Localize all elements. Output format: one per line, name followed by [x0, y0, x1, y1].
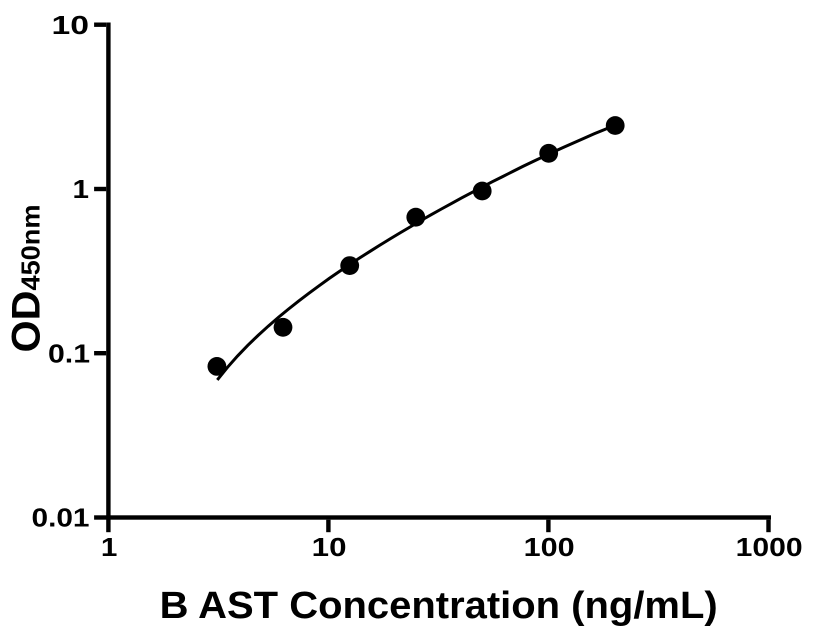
- svg-text:0.01: 0.01: [32, 503, 90, 533]
- svg-text:1: 1: [73, 174, 90, 204]
- svg-text:100: 100: [524, 532, 575, 562]
- svg-text:10: 10: [52, 10, 90, 40]
- svg-text:1: 1: [101, 532, 118, 562]
- svg-text:B AST Concentration (ng/mL): B AST Concentration (ng/mL): [160, 585, 718, 627]
- svg-text:10: 10: [312, 532, 347, 562]
- svg-text:OD450nm: OD450nm: [5, 205, 49, 353]
- svg-text:0.1: 0.1: [48, 338, 90, 368]
- svg-text:1000: 1000: [736, 532, 803, 562]
